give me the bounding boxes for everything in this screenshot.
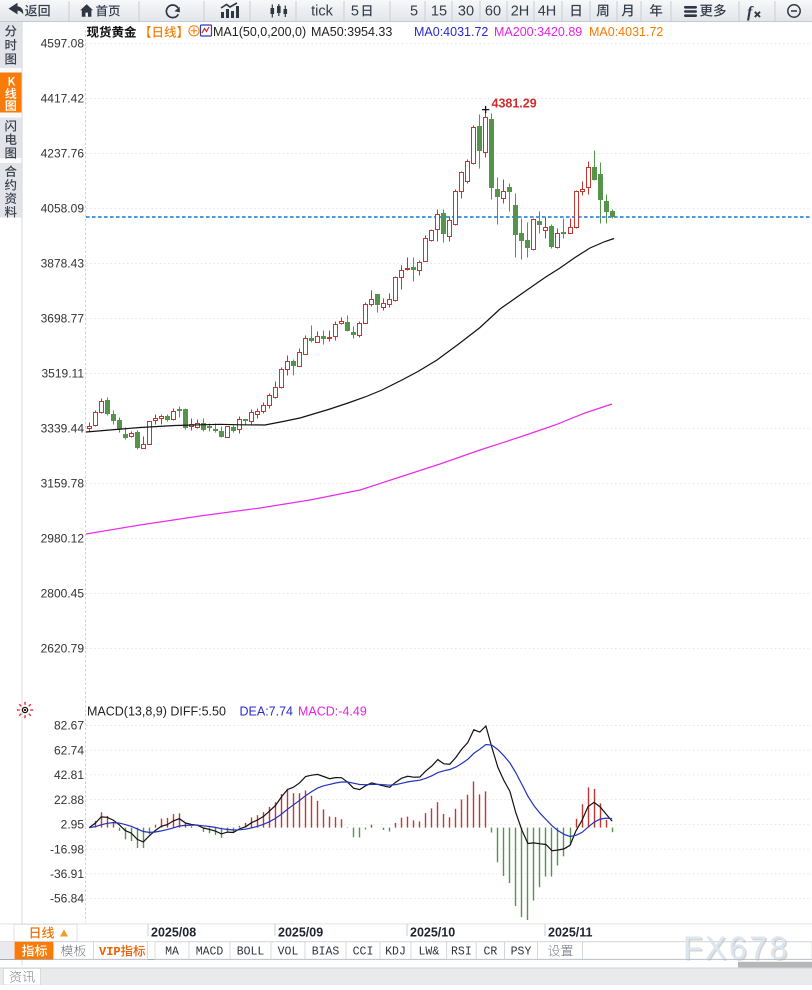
svg-text:2025/10: 2025/10 bbox=[410, 926, 455, 940]
svg-text:4381.29: 4381.29 bbox=[492, 97, 537, 111]
svg-text:15: 15 bbox=[431, 4, 447, 20]
svg-text:4H: 4H bbox=[538, 4, 557, 20]
svg-text:MA0:4031.72: MA0:4031.72 bbox=[414, 25, 488, 39]
svg-text:MACD:-4.49: MACD:-4.49 bbox=[298, 705, 367, 719]
svg-text:2620.79: 2620.79 bbox=[41, 642, 85, 656]
svg-text:RSI: RSI bbox=[451, 946, 472, 959]
svg-text:MA0:4031.72: MA0:4031.72 bbox=[589, 25, 663, 39]
svg-text:-16.98: -16.98 bbox=[50, 842, 84, 856]
svg-text:CR: CR bbox=[483, 946, 497, 959]
svg-text:2.95: 2.95 bbox=[61, 818, 85, 832]
svg-text:4597.08: 4597.08 bbox=[41, 37, 85, 51]
svg-text:MA1(50,0,200,0): MA1(50,0,200,0) bbox=[213, 25, 306, 39]
svg-text:42.81: 42.81 bbox=[54, 768, 84, 782]
svg-text:2025/09: 2025/09 bbox=[278, 926, 323, 940]
svg-text:-36.91: -36.91 bbox=[50, 867, 84, 881]
svg-text:-56.84: -56.84 bbox=[50, 892, 84, 906]
svg-text:5: 5 bbox=[410, 4, 418, 20]
svg-text:60: 60 bbox=[485, 4, 501, 20]
svg-text:KDJ: KDJ bbox=[385, 946, 406, 959]
svg-text:MA50:3954.33: MA50:3954.33 bbox=[311, 25, 392, 39]
svg-text:CCI: CCI bbox=[353, 946, 374, 959]
svg-text:2800.45: 2800.45 bbox=[41, 587, 85, 601]
svg-text:62.74: 62.74 bbox=[54, 743, 84, 757]
svg-text:4417.42: 4417.42 bbox=[41, 92, 85, 106]
svg-text:3159.78: 3159.78 bbox=[41, 477, 85, 491]
svg-text:MACD(13,8,9) DIFF:5.50: MACD(13,8,9) DIFF:5.50 bbox=[87, 705, 226, 719]
svg-text:3519.11: 3519.11 bbox=[42, 367, 85, 381]
svg-text:5: 5 bbox=[351, 4, 359, 20]
svg-text:MACD: MACD bbox=[196, 946, 224, 959]
svg-text:BOLL: BOLL bbox=[237, 946, 265, 959]
svg-text:VOL: VOL bbox=[278, 946, 299, 959]
svg-text:22.88: 22.88 bbox=[54, 793, 84, 807]
svg-text:3698.77: 3698.77 bbox=[41, 312, 85, 326]
svg-text:VIP: VIP bbox=[99, 945, 121, 959]
svg-text:2H: 2H bbox=[511, 4, 530, 20]
svg-text:MA200:3420.89: MA200:3420.89 bbox=[494, 25, 582, 39]
svg-text:2980.12: 2980.12 bbox=[41, 532, 85, 546]
svg-text:4237.76: 4237.76 bbox=[41, 147, 85, 161]
svg-text:DEA:7.74: DEA:7.74 bbox=[240, 705, 294, 719]
svg-text:PSY: PSY bbox=[511, 946, 532, 959]
svg-text:82.67: 82.67 bbox=[54, 719, 84, 733]
svg-text:MA: MA bbox=[165, 946, 179, 959]
svg-text:4058.09: 4058.09 bbox=[41, 202, 85, 216]
svg-text:FX678: FX678 bbox=[683, 930, 790, 966]
svg-text:2025/08: 2025/08 bbox=[151, 926, 196, 940]
svg-text:tick: tick bbox=[311, 4, 334, 20]
svg-text:3878.43: 3878.43 bbox=[41, 257, 85, 271]
svg-text:30: 30 bbox=[458, 4, 474, 20]
svg-text:3339.44: 3339.44 bbox=[41, 422, 85, 436]
svg-text:2025/11: 2025/11 bbox=[548, 926, 593, 940]
svg-text:BIAS: BIAS bbox=[312, 946, 340, 959]
svg-text:LW&: LW& bbox=[419, 946, 440, 959]
